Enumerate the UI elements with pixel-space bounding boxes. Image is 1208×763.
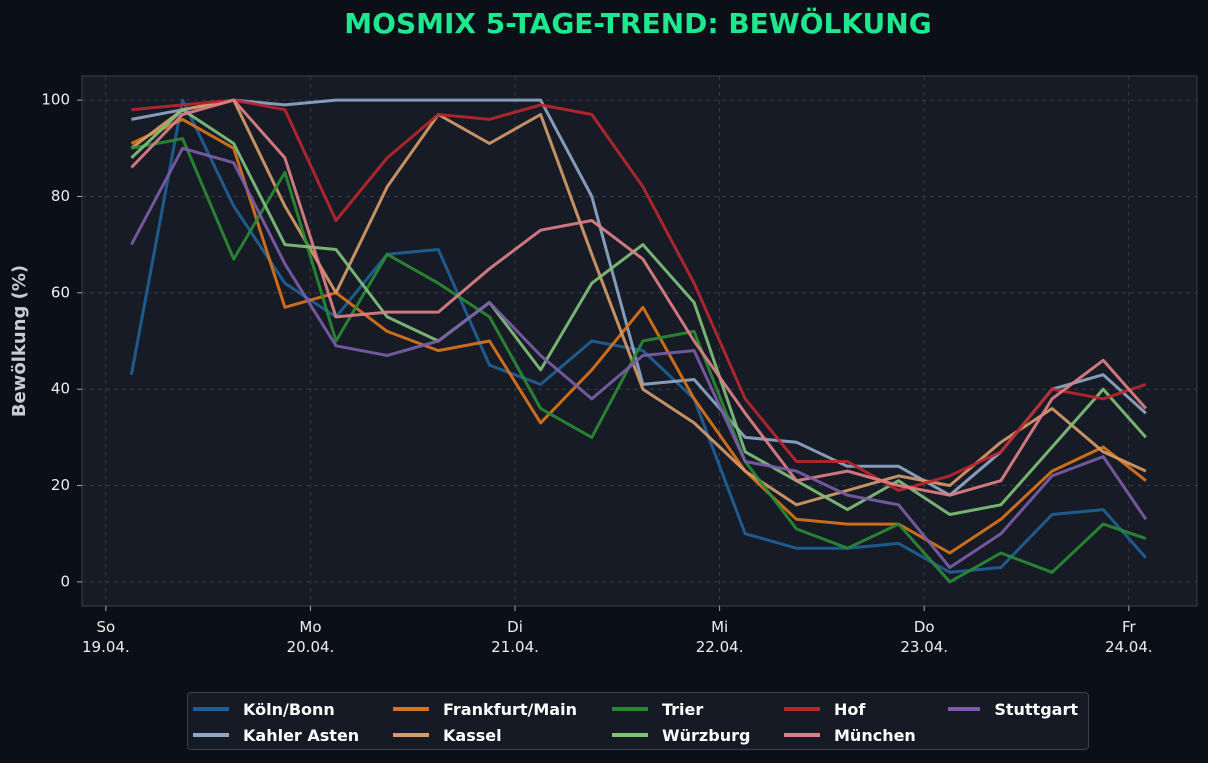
legend-item: Trier xyxy=(612,696,784,722)
line xyxy=(130,117,1147,555)
legend-label: Trier xyxy=(662,699,704,719)
legend-item: Hof xyxy=(784,696,948,722)
legend-label: Frankfurt/Main xyxy=(443,699,577,719)
line xyxy=(131,98,1147,492)
legend-item: Kahler Asten xyxy=(193,722,393,748)
x-tick-label: Di 21.04. xyxy=(491,618,539,656)
legend-swatch xyxy=(612,733,648,737)
x-tick-label: Do 23.04. xyxy=(900,618,949,656)
y-tick-label: 20 xyxy=(51,476,70,494)
legend-swatch xyxy=(784,707,820,711)
y-tick-label: 60 xyxy=(51,283,70,301)
legend-item: Frankfurt/Main xyxy=(393,696,612,722)
legend-item: Kassel xyxy=(393,722,612,748)
line xyxy=(130,98,1148,497)
line xyxy=(131,98,1147,497)
legend-item: München xyxy=(784,722,948,748)
chart-title: MOSMIX 5-TAGE-TREND: BEWÖLKUNG xyxy=(344,6,931,40)
x-tick-label: Mo 20.04. xyxy=(286,618,335,656)
legend-label: Köln/Bonn xyxy=(243,699,335,719)
line xyxy=(130,146,1148,569)
legend-label: Würzburg xyxy=(662,725,751,745)
legend-item: Stuttgart xyxy=(948,696,1078,722)
line xyxy=(130,108,1148,516)
legend-item: Köln/Bonn xyxy=(193,696,393,722)
y-axis-label: Bewölkung (%) xyxy=(9,265,30,417)
legend-swatch xyxy=(948,707,981,711)
legend-swatch xyxy=(612,707,648,711)
line xyxy=(131,137,1147,584)
y-tick-label: 40 xyxy=(51,380,70,398)
legend-swatch xyxy=(784,733,820,737)
legend-swatch xyxy=(193,707,229,711)
y-tick-label: 80 xyxy=(51,187,70,205)
x-tick-label: Mi 22.04. xyxy=(695,618,744,656)
legend: Köln/Bonn Kahler Asten Frankfurt/Main Kasse… xyxy=(187,692,1089,750)
line xyxy=(129,98,1148,574)
y-tick-label: 0 xyxy=(60,572,70,590)
legend-label: Hof xyxy=(834,699,866,719)
legend-label: Kassel xyxy=(443,725,502,745)
legend-label: Kahler Asten xyxy=(243,725,360,745)
x-tick-label: Fr 24.04. xyxy=(1104,618,1153,656)
legend-item: Würzburg xyxy=(612,722,784,748)
legend-label: Stuttgart xyxy=(994,699,1078,719)
legend-swatch xyxy=(193,733,229,737)
legend-swatch xyxy=(393,733,429,737)
legend-swatch xyxy=(393,707,429,711)
plot-area xyxy=(81,75,1198,607)
legend-label: München xyxy=(834,725,916,745)
y-tick-label: 100 xyxy=(41,91,70,109)
x-tick-label: So 19.04. xyxy=(82,618,130,656)
line xyxy=(130,98,1147,507)
